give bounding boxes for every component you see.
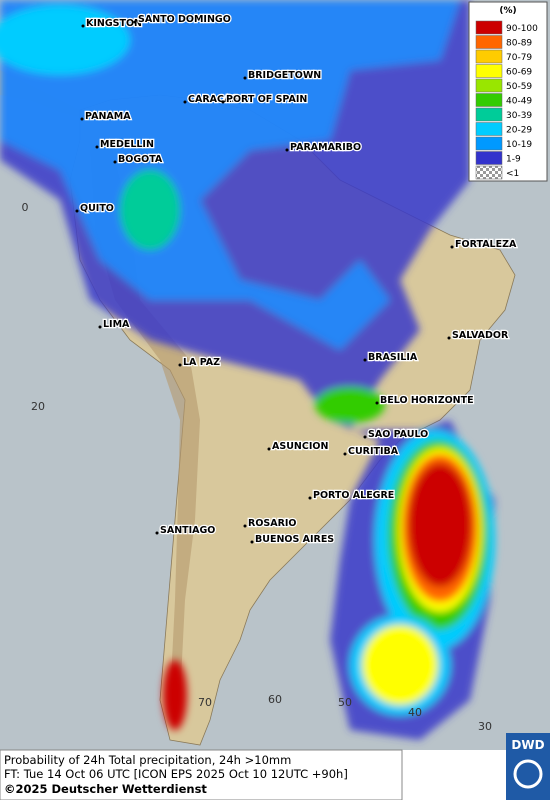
graticule-label: 40 bbox=[408, 706, 422, 719]
city-dot bbox=[447, 336, 451, 340]
graticule-label: 50 bbox=[338, 696, 352, 709]
city-label: CARACAS bbox=[188, 94, 238, 105]
city-dot bbox=[243, 76, 247, 80]
legend-swatch bbox=[475, 20, 503, 35]
logo-swirl bbox=[513, 759, 543, 789]
city-dot bbox=[98, 325, 102, 329]
legend-label: 30-39 bbox=[506, 111, 532, 121]
legend-label: 50-59 bbox=[506, 82, 532, 92]
city-dot bbox=[113, 160, 117, 164]
legend-swatch bbox=[475, 151, 503, 165]
city-dot bbox=[81, 24, 85, 28]
city-dot bbox=[343, 452, 347, 456]
city-dot bbox=[75, 209, 79, 213]
city-label: ROSARIO bbox=[248, 518, 297, 529]
city-label: BRIDGETOWN bbox=[248, 70, 321, 81]
city-label: PARAMARIBO bbox=[290, 142, 361, 153]
city-label: QUITO bbox=[80, 203, 114, 214]
graticule-labels: 0 20 70 60 50 40 30 bbox=[22, 201, 493, 733]
legend-swatch bbox=[475, 165, 503, 180]
footer-box bbox=[0, 749, 403, 800]
legend-label: 60-69 bbox=[506, 68, 532, 78]
legend-swatch bbox=[475, 64, 503, 78]
legend-swatch bbox=[475, 49, 503, 64]
city-label: ASUNCION bbox=[272, 441, 328, 452]
city-dot bbox=[450, 245, 454, 249]
legend-unit: (%) bbox=[499, 6, 516, 16]
city-dot bbox=[178, 363, 182, 367]
graticule-label: 20 bbox=[31, 400, 45, 413]
city-dot bbox=[375, 401, 379, 405]
footer-copyright: ©2025 Deutscher Wetterdienst bbox=[4, 782, 207, 796]
legend-label: 80-89 bbox=[506, 39, 532, 49]
city-dot bbox=[267, 447, 271, 451]
city-dot bbox=[308, 496, 312, 500]
city-label: MEDELLIN bbox=[100, 139, 154, 150]
city-dot bbox=[363, 358, 367, 362]
city-label: BELO HORIZONTE bbox=[380, 395, 474, 406]
city-label: PORTO ALEGRE bbox=[313, 490, 394, 501]
precipitation bbox=[0, 0, 495, 740]
legend-label: 20-29 bbox=[506, 126, 532, 136]
legend-label: 70-79 bbox=[506, 53, 532, 63]
city-label: BUENOS AIRES bbox=[255, 534, 334, 545]
legend-label: 10-19 bbox=[506, 140, 532, 150]
legend-label: 40-49 bbox=[506, 97, 532, 107]
legend-swatch bbox=[475, 122, 503, 136]
city-dot bbox=[221, 100, 225, 104]
city-label: PORT OF SPAIN bbox=[226, 94, 307, 105]
city-label: SANTIAGO bbox=[160, 525, 215, 536]
city-label: BRASILIA bbox=[368, 352, 418, 363]
graticule-label: 70 bbox=[198, 696, 212, 709]
city-dot bbox=[285, 148, 289, 152]
city-dot bbox=[250, 540, 254, 544]
legend-swatch bbox=[475, 35, 503, 49]
legend: (%) 90-100 80-89 70-79 60-69 50-59 40-49 30-39… bbox=[468, 1, 548, 182]
city-label: PANAMA bbox=[85, 111, 131, 122]
legend-label: 90-100 bbox=[506, 24, 538, 34]
city-label: SAO PAULO bbox=[368, 429, 428, 440]
graticule-label: 60 bbox=[268, 693, 282, 706]
city-dot bbox=[183, 100, 187, 104]
city-label: LA PAZ bbox=[183, 357, 220, 368]
legend-label: <1 bbox=[506, 169, 519, 179]
city-label: FORTALEZA bbox=[455, 239, 517, 250]
city-dot bbox=[95, 145, 99, 149]
graticule-label: 0 bbox=[22, 201, 29, 214]
city-dot bbox=[155, 531, 159, 535]
legend-swatch bbox=[475, 107, 503, 122]
graticule-label: 30 bbox=[478, 720, 492, 733]
city-dot bbox=[243, 524, 247, 528]
legend-swatch bbox=[475, 93, 503, 107]
city-label: SALVADOR bbox=[452, 330, 509, 341]
logo-text: DWD bbox=[511, 738, 544, 752]
city-label: LIMA bbox=[103, 319, 130, 330]
legend-label: 1-9 bbox=[506, 155, 521, 165]
city-label: SANTO DOMINGO bbox=[138, 14, 231, 25]
city-dot bbox=[80, 117, 84, 121]
city-dot bbox=[363, 435, 367, 439]
legend-swatch bbox=[475, 136, 503, 151]
city-label: KINGSTON bbox=[86, 18, 142, 29]
footer-line: Probability of 24h Total precipitation, … bbox=[4, 753, 291, 767]
city-label: BOGOTA bbox=[118, 154, 163, 165]
city-dot bbox=[133, 20, 137, 24]
legend-swatch bbox=[475, 78, 503, 93]
footer-line: FT: Tue 14 Oct 06 UTC [ICON EPS 2025 Oct… bbox=[4, 767, 348, 781]
logo bbox=[506, 733, 550, 800]
city-label: CURITIBA bbox=[348, 446, 399, 457]
